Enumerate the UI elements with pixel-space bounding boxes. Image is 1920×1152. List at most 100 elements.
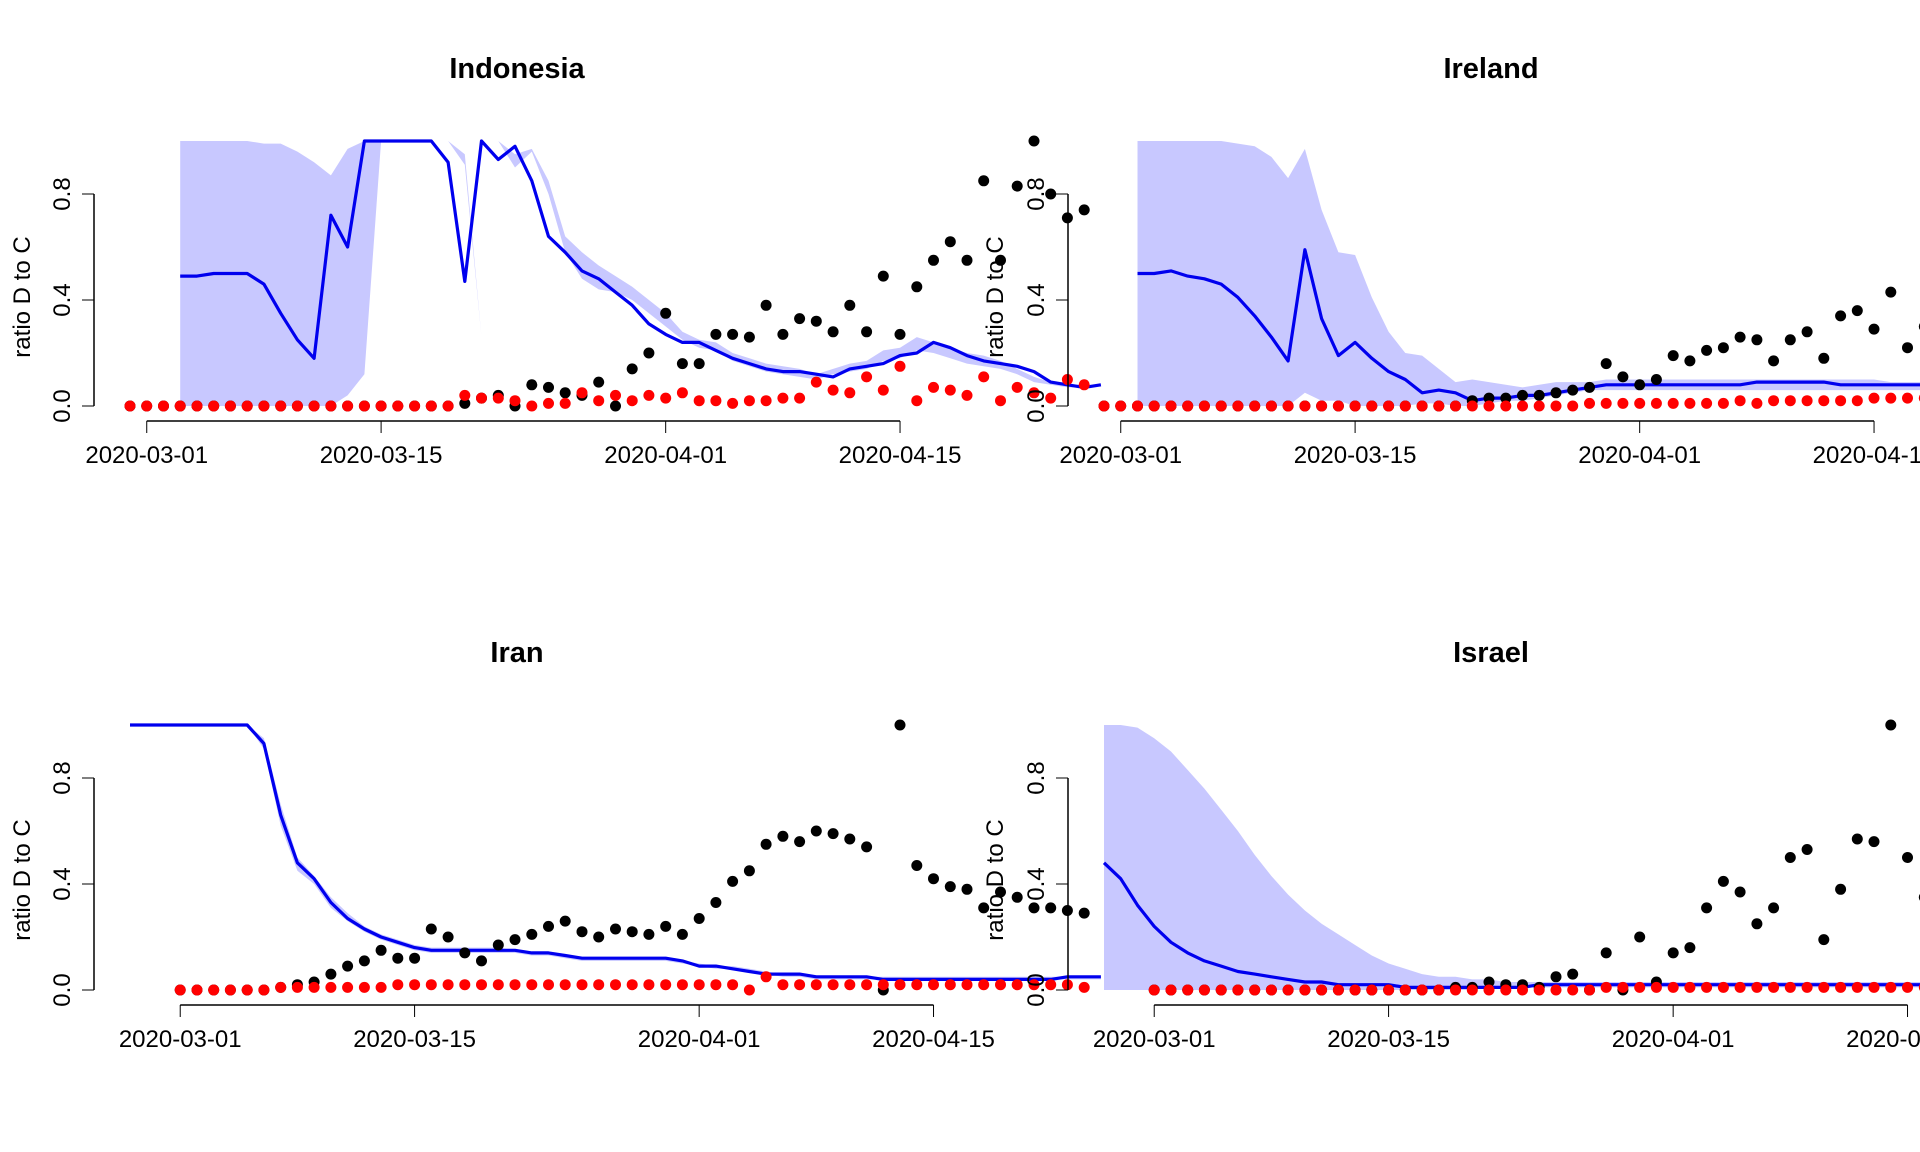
red-point (1182, 400, 1194, 412)
black-point (710, 328, 722, 340)
black-point (944, 236, 956, 248)
black-point (810, 825, 822, 837)
red-point (174, 400, 186, 412)
red-point (1011, 381, 1023, 393)
black-point (1078, 907, 1090, 919)
red-point (1584, 397, 1595, 409)
red-point (1028, 387, 1040, 399)
black-point (894, 719, 906, 731)
black-point (1600, 947, 1612, 959)
red-point (1634, 397, 1646, 409)
black-point (1784, 852, 1796, 863)
red-point (576, 387, 588, 399)
black-point (743, 331, 755, 343)
black-point (610, 400, 621, 412)
red-point (710, 979, 722, 991)
red-point (1801, 395, 1813, 407)
red-point (928, 979, 939, 991)
red-point (1500, 400, 1512, 412)
black-point (1835, 310, 1847, 322)
red-point (1466, 984, 1478, 996)
red-point (827, 979, 839, 991)
black-point (425, 923, 437, 935)
black-point (844, 833, 856, 845)
y-tick-label: 0.4 (1023, 283, 1050, 316)
black-point (1028, 902, 1040, 914)
black-point (1600, 358, 1612, 370)
black-point (325, 968, 337, 980)
black-point (1684, 942, 1696, 954)
red-point (258, 400, 270, 412)
red-point (1366, 984, 1378, 996)
black-point (1835, 883, 1847, 895)
confidence-band (180, 141, 1085, 406)
red-point (1433, 984, 1445, 996)
red-point (1835, 395, 1847, 407)
red-point (1751, 397, 1763, 409)
black-point (1751, 334, 1763, 346)
red-point (543, 979, 554, 991)
red-point (1349, 400, 1361, 412)
red-point (727, 397, 739, 409)
black-point (1567, 968, 1579, 980)
red-point (777, 979, 789, 991)
black-point (1550, 971, 1562, 983)
red-point (995, 979, 1006, 991)
red-point (1600, 981, 1612, 993)
black-point (626, 363, 638, 375)
red-point (626, 979, 638, 991)
red-point (375, 981, 387, 993)
black-point (877, 270, 889, 282)
y-axis-label: ratio D to C (982, 236, 1009, 357)
red-point (1249, 400, 1261, 412)
red-point (174, 984, 186, 996)
red-point (760, 971, 772, 983)
red-point (928, 381, 939, 393)
black-point (911, 281, 923, 293)
red-point (1078, 981, 1090, 993)
black-point (794, 313, 806, 325)
y-tick-label: 0.0 (1023, 389, 1050, 422)
black-point (375, 944, 387, 956)
x-tick-label: 2020-03-15 (1294, 442, 1417, 469)
black-point (559, 915, 571, 927)
black-point (978, 175, 990, 187)
black-point (1868, 323, 1880, 335)
black-point (1734, 331, 1746, 343)
red-point (124, 400, 136, 412)
red-point (643, 979, 655, 991)
x-tick-label: 2020-03-01 (85, 442, 208, 469)
red-point (459, 389, 471, 401)
red-point (1751, 981, 1763, 993)
red-point (191, 400, 203, 412)
red-point (1801, 981, 1813, 993)
red-point (610, 389, 621, 401)
red-point (1734, 981, 1746, 993)
black-point (1667, 947, 1679, 959)
x-tick-label: 2020-04-15 (839, 442, 962, 469)
black-point (526, 928, 538, 940)
red-point (1182, 984, 1194, 996)
black-point (342, 960, 354, 972)
red-point (693, 979, 705, 991)
red-point (1835, 981, 1847, 993)
red-point (543, 397, 554, 409)
red-point (844, 979, 856, 991)
red-point (191, 984, 203, 996)
black-point (409, 952, 421, 964)
red-point (760, 395, 772, 407)
red-point (342, 981, 354, 993)
red-point (1650, 981, 1662, 993)
red-point (861, 979, 873, 991)
panel-ireland: Ireland ratio D to C 2020-03-01 2020-03-1… (982, 53, 1920, 469)
black-point (459, 397, 471, 409)
black-point (676, 358, 688, 370)
red-point (1784, 981, 1796, 993)
red-point (325, 400, 337, 412)
red-point (1349, 984, 1361, 996)
black-point (1011, 180, 1023, 192)
panel-title: Iran (490, 637, 543, 669)
red-point (593, 395, 605, 407)
black-point (1768, 902, 1780, 914)
red-point (442, 979, 454, 991)
